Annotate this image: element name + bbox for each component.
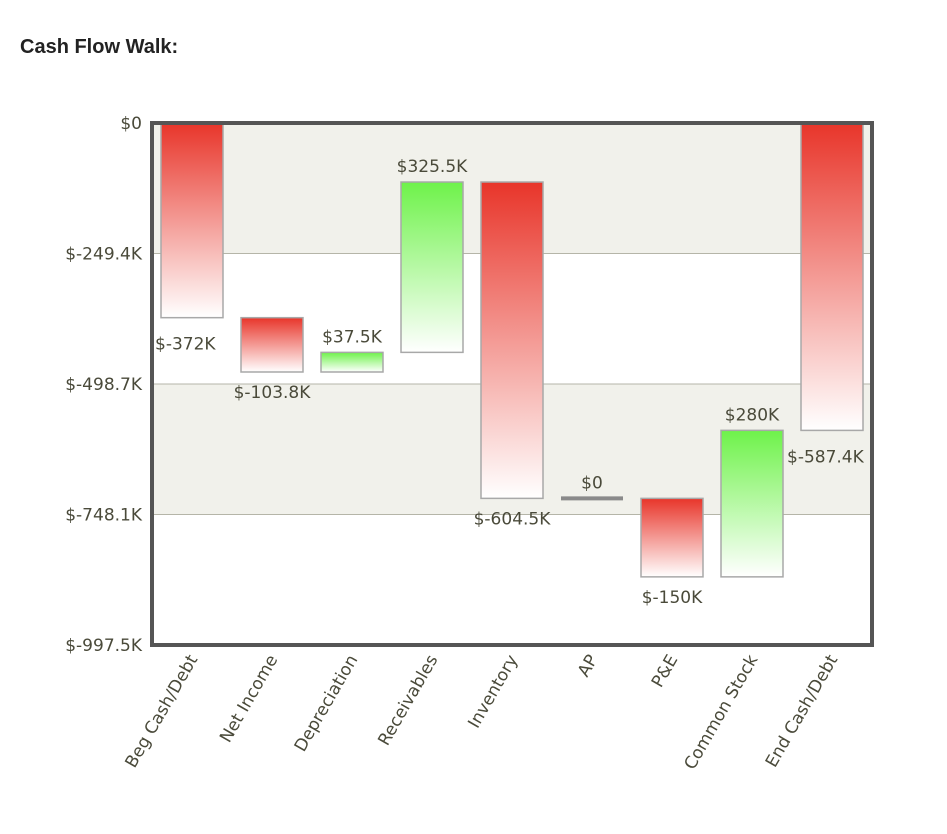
y-axis: $0 $-249.4K $-498.7K $-748.1K $-997.5K <box>65 114 143 656</box>
x-tick-label: Beg Cash/Debt <box>122 651 203 771</box>
y-tick-label: $-249.4K <box>65 245 143 265</box>
x-tick-label: Common Stock <box>680 651 762 773</box>
data-label: $37.5K <box>322 327 383 347</box>
x-tick-label: Net Income <box>216 652 282 747</box>
data-labels: $-372K $-103.8K $37.5K $325.5K $-604.5K $0 $-1… <box>155 157 865 608</box>
data-label: $-103.8K <box>234 383 312 403</box>
bar <box>800 122 864 432</box>
bar <box>720 429 784 578</box>
x-tick-label: Receivables <box>374 651 442 749</box>
data-label: $-604.5K <box>474 509 552 529</box>
data-label: $0 <box>581 473 603 493</box>
data-label: $-587.4K <box>787 447 865 467</box>
data-label: $325.5K <box>397 157 468 177</box>
bar <box>480 181 544 500</box>
bar <box>640 497 704 578</box>
bars <box>160 122 864 578</box>
x-tick-label: Inventory <box>464 652 522 732</box>
data-label: $-150K <box>642 588 703 608</box>
data-label: $280K <box>725 405 780 425</box>
y-tick-label: $-997.5K <box>65 636 143 656</box>
x-tick-label: AP <box>574 652 602 681</box>
y-tick-label: $-498.7K <box>65 375 143 395</box>
x-axis: Beg Cash/Debt Net Income Depreciation Recei… <box>122 651 843 773</box>
bar <box>240 316 304 373</box>
page-title: Cash Flow Walk: <box>20 36 179 58</box>
x-tick-label: Depreciation <box>291 652 363 756</box>
x-tick-label: P&E <box>648 652 682 692</box>
y-tick-label: $0 <box>120 114 142 134</box>
y-tick-label: $-748.1K <box>65 505 143 525</box>
bar <box>320 351 384 373</box>
data-label: $-372K <box>155 335 216 355</box>
bar <box>160 122 224 319</box>
bar <box>400 181 464 354</box>
plot-frame <box>150 121 874 647</box>
x-tick-label: End Cash/Debt <box>762 651 843 771</box>
